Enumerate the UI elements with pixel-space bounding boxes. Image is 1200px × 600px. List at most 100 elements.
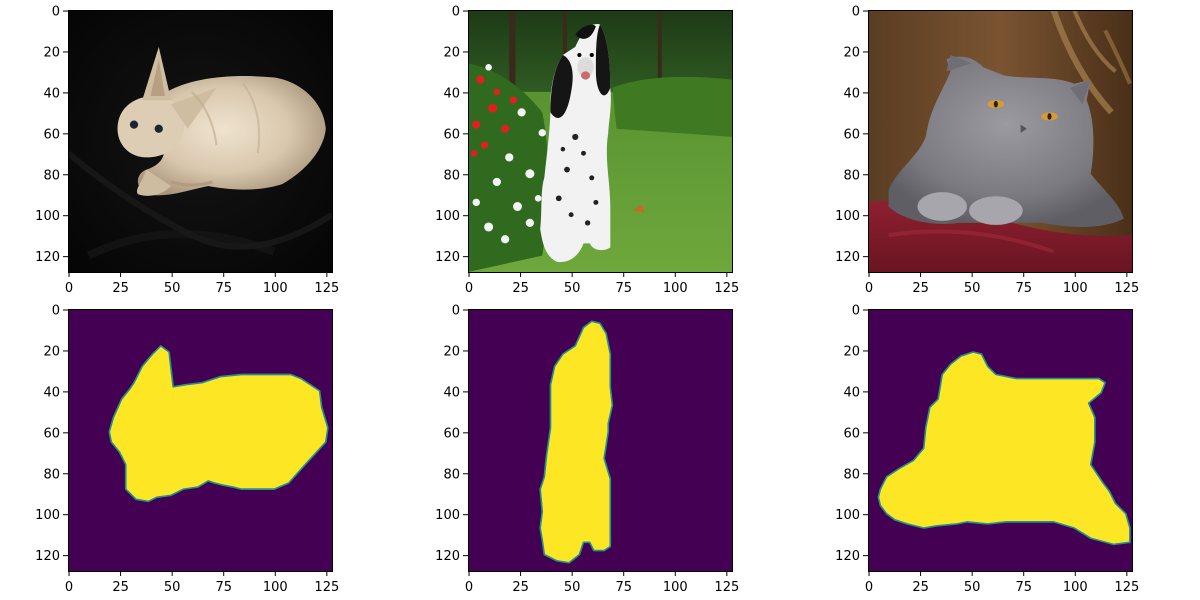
y-tick-label: 80 — [843, 467, 860, 482]
y-tick-label: 120 — [835, 549, 860, 564]
y-tick-label: 40 — [843, 86, 860, 101]
y-tick-label: 0 — [52, 5, 60, 20]
spaniel-dog-photo — [468, 10, 732, 272]
y-tick-label: 40 — [43, 86, 60, 101]
sphynx-cat-mask — [68, 309, 332, 571]
x-tick-label: 75 — [1015, 281, 1032, 296]
y-tick-label: 100 — [835, 508, 860, 523]
x-tick-label: 125 — [714, 580, 739, 595]
x-tick-label: 75 — [215, 580, 232, 595]
y-tick-label: 100 — [35, 209, 60, 224]
spaniel-dog-photo-axes: 0 25 50 75 100 125 0 20 40 60 80 100 120 — [435, 5, 739, 296]
sphynx-cat-photo-panel — [68, 10, 332, 272]
grey-cat-mask — [868, 309, 1132, 571]
y-tick-label: 40 — [843, 385, 860, 400]
x-tick-label: 75 — [615, 580, 632, 595]
grey-cat-photo-axes: 0 25 50 75 100 125 0 20 40 60 80 100 120 — [835, 5, 1139, 296]
y-tick-label: 100 — [435, 209, 460, 224]
y-tick-label: 80 — [843, 168, 860, 183]
x-tick-label: 25 — [912, 580, 929, 595]
y-tick-label: 0 — [452, 304, 460, 319]
x-tick-label: 0 — [465, 580, 473, 595]
sphynx-cat-mask-axes: 0 25 50 75 100 125 0 20 40 60 80 100 120 — [35, 304, 339, 595]
y-tick-label: 40 — [443, 86, 460, 101]
x-tick-label: 50 — [164, 281, 181, 296]
spaniel-dog-mask-panel — [468, 309, 732, 571]
x-tick-label: 25 — [512, 281, 529, 296]
y-tick-label: 20 — [843, 45, 860, 60]
axis-frame — [868, 309, 1133, 572]
axis-frame — [68, 309, 333, 572]
axis-frame — [68, 10, 333, 273]
axis-frame — [868, 10, 1133, 273]
x-tick-label: 0 — [65, 281, 73, 296]
y-tick-label: 20 — [443, 344, 460, 359]
y-tick-label: 120 — [435, 250, 460, 265]
x-tick-label: 75 — [1015, 580, 1032, 595]
y-tick-label: 80 — [443, 467, 460, 482]
y-tick-label: 80 — [43, 467, 60, 482]
x-tick-label: 0 — [465, 281, 473, 296]
x-tick-label: 25 — [112, 281, 129, 296]
x-tick-label: 100 — [663, 281, 688, 296]
grey-cat-mask-panel — [868, 309, 1132, 571]
x-tick-label: 100 — [263, 281, 288, 296]
axis-frame — [468, 309, 733, 572]
sphynx-cat-mask-panel — [68, 309, 332, 571]
mask-foreground-region — [877, 351, 1131, 546]
x-tick-label: 100 — [263, 580, 288, 595]
y-tick-label: 0 — [52, 304, 60, 319]
axes-layer: 0 25 50 75 100 125 0 20 40 60 80 100 120 0 25 50 75 100 12… — [35, 5, 1139, 595]
y-tick-label: 60 — [43, 426, 60, 441]
y-tick-label: 60 — [443, 127, 460, 142]
x-tick-label: 50 — [564, 281, 581, 296]
y-tick-label: 0 — [452, 5, 460, 20]
x-tick-label: 0 — [865, 281, 873, 296]
x-tick-label: 50 — [164, 580, 181, 595]
x-tick-label: 25 — [512, 580, 529, 595]
y-tick-label: 20 — [43, 344, 60, 359]
x-tick-label: 25 — [912, 281, 929, 296]
y-tick-label: 40 — [43, 385, 60, 400]
y-tick-label: 40 — [443, 385, 460, 400]
y-tick-label: 100 — [835, 209, 860, 224]
mask-foreground-region — [539, 320, 614, 564]
y-tick-label: 120 — [835, 250, 860, 265]
sphynx-cat-photo — [68, 10, 332, 272]
x-tick-label: 25 — [112, 580, 129, 595]
spaniel-dog-mask — [468, 309, 732, 571]
spaniel-dog-photo-panel — [468, 10, 732, 272]
x-tick-label: 125 — [1114, 580, 1139, 595]
x-tick-label: 100 — [1063, 281, 1088, 296]
y-tick-label: 120 — [435, 549, 460, 564]
y-tick-label: 60 — [843, 426, 860, 441]
x-tick-label: 75 — [215, 281, 232, 296]
grey-cat-mask-axes: 0 25 50 75 100 125 0 20 40 60 80 100 120 — [835, 304, 1139, 595]
y-tick-label: 60 — [443, 426, 460, 441]
x-tick-label: 125 — [314, 580, 339, 595]
x-tick-label: 50 — [964, 580, 981, 595]
mask-foreground-region — [108, 345, 329, 503]
y-tick-label: 20 — [843, 344, 860, 359]
x-tick-label: 100 — [1063, 580, 1088, 595]
sphynx-cat-photo-axes: 0 25 50 75 100 125 0 20 40 60 80 100 120 — [35, 5, 339, 296]
y-tick-label: 100 — [35, 508, 60, 523]
y-tick-label: 0 — [852, 304, 860, 319]
y-tick-label: 100 — [435, 508, 460, 523]
y-tick-label: 60 — [43, 127, 60, 142]
y-tick-label: 80 — [443, 168, 460, 183]
spaniel-dog-mask-axes: 0 25 50 75 100 125 0 20 40 60 80 100 120 — [435, 304, 739, 595]
grey-cat-photo-panel — [868, 10, 1132, 272]
x-tick-label: 50 — [564, 580, 581, 595]
x-tick-label: 125 — [1114, 281, 1139, 296]
x-tick-label: 0 — [65, 580, 73, 595]
y-tick-label: 20 — [43, 45, 60, 60]
y-tick-label: 60 — [843, 127, 860, 142]
y-tick-label: 120 — [35, 549, 60, 564]
axis-frame — [468, 10, 733, 273]
y-tick-label: 0 — [852, 5, 860, 20]
x-tick-label: 125 — [314, 281, 339, 296]
y-tick-label: 80 — [43, 168, 60, 183]
x-tick-label: 0 — [865, 580, 873, 595]
